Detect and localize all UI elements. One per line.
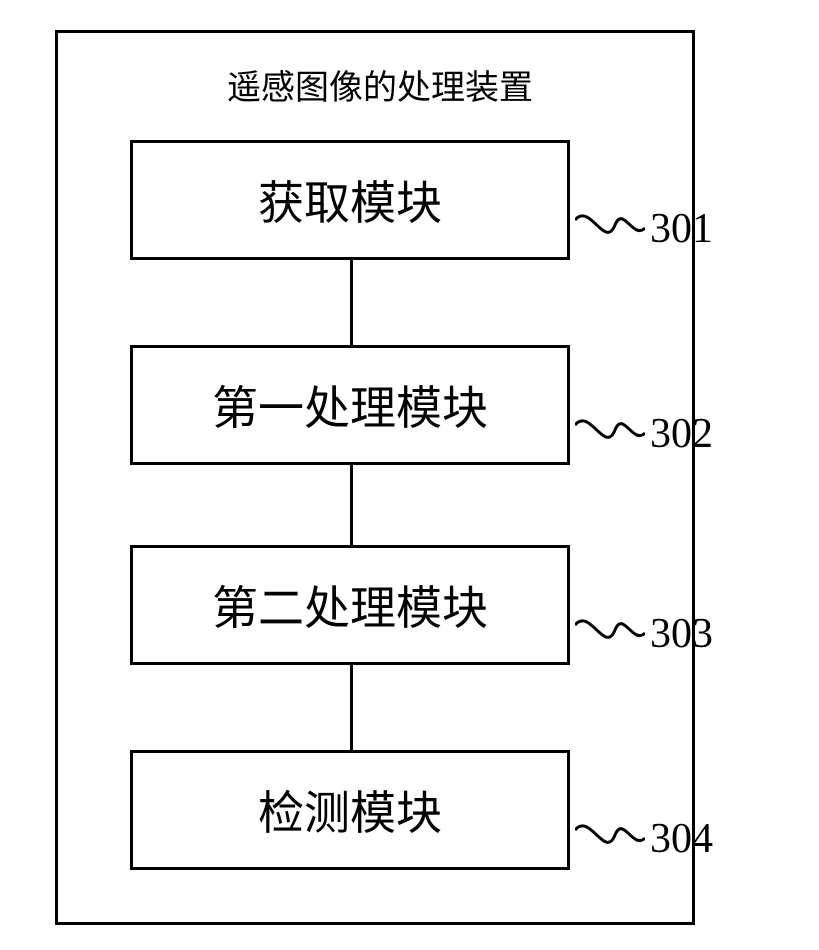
module-box-first-process: 第一处理模块 [130,345,570,465]
module-label: 第二处理模块 [212,572,488,638]
diagram-title: 遥感图像的处理装置 [180,60,580,109]
connector-line [350,465,353,545]
reference-number: 302 [650,410,713,458]
reference-number: 303 [650,610,713,658]
leader-squiggle [575,820,645,875]
reference-number: 301 [650,205,713,253]
module-box-detect: 检测模块 [130,750,570,870]
module-label: 获取模块 [258,167,442,233]
diagram-canvas: 遥感图像的处理装置 获取模块 第一处理模块 第二处理模块 检测模块 301 30… [0,0,819,950]
leader-squiggle [575,615,645,670]
module-box-second-process: 第二处理模块 [130,545,570,665]
leader-squiggle [575,210,645,265]
reference-number: 304 [650,815,713,863]
module-label: 检测模块 [258,777,442,843]
connector-line [350,260,353,345]
connector-line [350,665,353,750]
leader-squiggle [575,415,645,470]
module-label: 第一处理模块 [212,372,488,438]
module-box-acquire: 获取模块 [130,140,570,260]
